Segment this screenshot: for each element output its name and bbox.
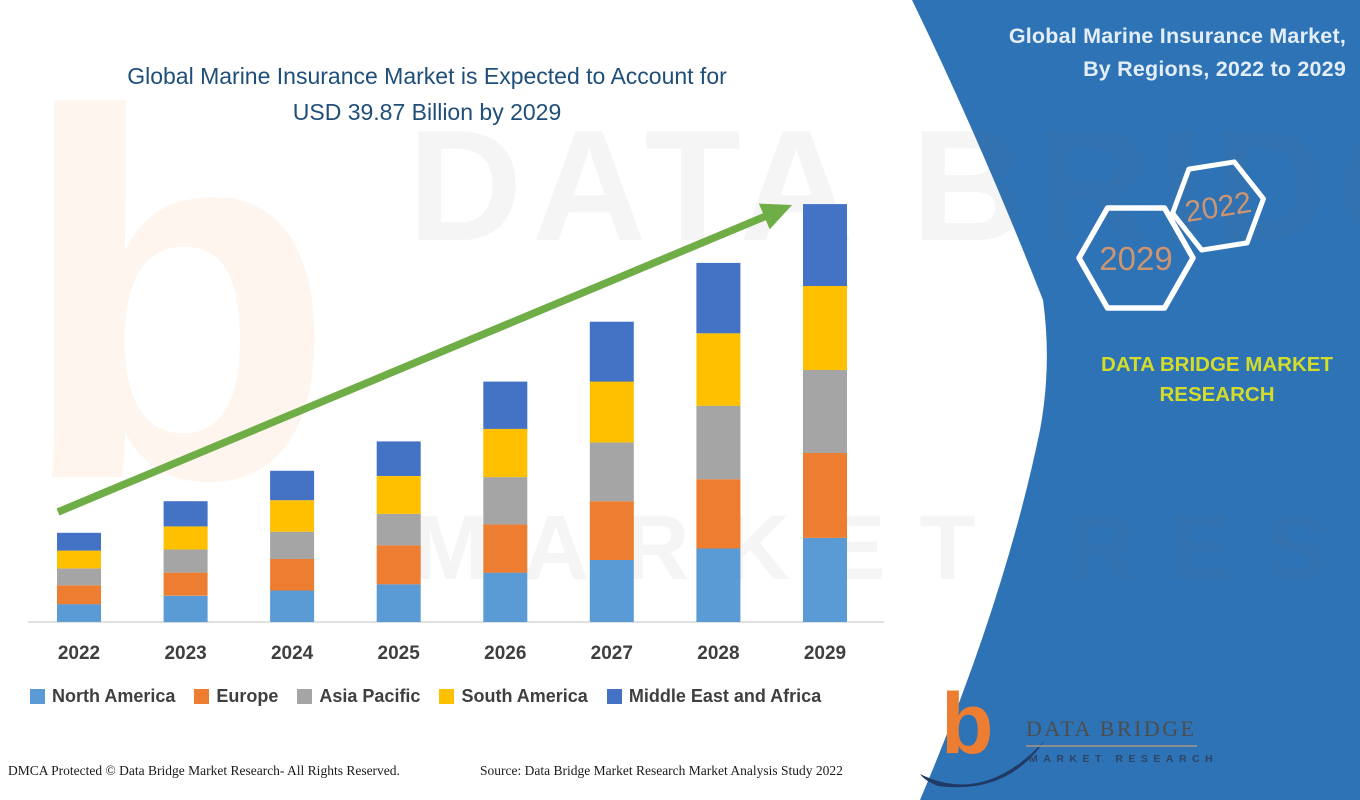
bar-segment-north-america-2023 xyxy=(163,595,208,623)
bar-segment-europe-2028 xyxy=(696,479,741,549)
bar-segment-asia-pacific-2028 xyxy=(696,405,741,480)
bar-segment-middle-east-and-africa-2025 xyxy=(376,441,421,476)
x-axis-label-2026: 2026 xyxy=(484,643,526,664)
bar-segment-europe-2023 xyxy=(163,572,208,596)
bar-segment-europe-2024 xyxy=(270,559,315,591)
legend-label-middle-east-and-africa: Middle East and Africa xyxy=(628,686,822,706)
panel-title-line1: Global Marine Insurance Market, xyxy=(1008,24,1346,48)
legend-swatch-asia-pacific xyxy=(297,689,313,704)
bar-segment-asia-pacific-2026 xyxy=(483,477,528,525)
bar-segment-north-america-2024 xyxy=(270,590,315,622)
legend-item-asia-pacific: Asia Pacific xyxy=(297,686,420,707)
panel-brand-text: DATA BRIDGE MARKET RESEARCH xyxy=(1085,350,1349,410)
legend-label-europe: Europe xyxy=(216,686,279,706)
logo-swoosh xyxy=(920,740,1045,788)
legend-label-south-america: South America xyxy=(461,686,588,706)
bar-segment-middle-east-and-africa-2028 xyxy=(696,262,741,334)
chart-title-line1: Global Marine Insurance Market is Expect… xyxy=(127,63,727,89)
bar-segment-south-america-2023 xyxy=(163,526,208,550)
bar-segment-europe-2026 xyxy=(483,524,528,573)
legend-label-asia-pacific: Asia Pacific xyxy=(319,686,421,706)
x-axis-label-2028: 2028 xyxy=(697,643,739,664)
logo-name: DATA BRIDGE xyxy=(1026,716,1197,747)
legend-item-north-america: North America xyxy=(30,686,175,707)
bar-segment-south-america-2028 xyxy=(696,333,741,406)
panel-brand-line1: DATA BRIDGE MARKET xyxy=(1101,353,1333,376)
hexagon-year-2022: 2022 xyxy=(1183,186,1254,229)
legend-swatch-south-america xyxy=(439,689,455,704)
legend-swatch-europe xyxy=(194,689,210,704)
trend-arrow xyxy=(56,203,792,516)
logo-letter-b: b xyxy=(941,676,994,772)
bar-segment-middle-east-and-africa-2022 xyxy=(57,532,101,551)
bar-segment-europe-2027 xyxy=(589,501,634,560)
x-axis-label-2024: 2024 xyxy=(271,643,314,664)
bar-segment-north-america-2027 xyxy=(589,560,634,622)
chart-legend: North America Europe Asia Pacific South Ame… xyxy=(30,686,890,707)
chart-title-line2: USD 39.87 Billion by 2029 xyxy=(292,99,562,125)
bar-segment-south-america-2025 xyxy=(376,476,421,514)
bar-segment-south-america-2024 xyxy=(270,500,315,532)
bar-segment-asia-pacific-2022 xyxy=(57,568,101,586)
bar-segment-europe-2029 xyxy=(803,452,847,538)
bar-segment-north-america-2022 xyxy=(57,604,101,622)
bar-segment-south-america-2029 xyxy=(803,286,847,370)
bar-segment-europe-2022 xyxy=(57,585,101,605)
bar-segment-europe-2025 xyxy=(376,545,421,585)
bar-segment-asia-pacific-2029 xyxy=(803,370,847,453)
bar-segment-middle-east-and-africa-2029 xyxy=(803,204,847,286)
legend-label-north-america: North America xyxy=(52,686,176,706)
legend-swatch-middle-east-and-africa xyxy=(606,689,622,704)
bars-group: 2022 2023 2024 2025 2026 2027 2028 2029 xyxy=(57,204,847,664)
hexagon-year-2029: 2029 xyxy=(1099,240,1172,277)
x-axis-label-2027: 2027 xyxy=(591,643,633,664)
bar-segment-asia-pacific-2027 xyxy=(589,442,634,502)
bar-segment-north-america-2026 xyxy=(483,572,528,622)
x-axis-label-2023: 2023 xyxy=(164,643,206,664)
side-panel-shape xyxy=(912,0,1360,800)
panel-title-line2: By Regions, 2022 to 2029 xyxy=(1083,57,1346,81)
bar-segment-asia-pacific-2025 xyxy=(376,513,421,546)
bar-segment-middle-east-and-africa-2024 xyxy=(270,470,315,501)
chart-title: Global Marine Insurance Market is Expect… xyxy=(42,58,812,130)
legend-item-middle-east-and-africa: Middle East and Africa xyxy=(606,686,822,707)
legend-swatch-north-america xyxy=(30,689,45,704)
legend-item-europe: Europe xyxy=(194,686,278,707)
bar-segment-north-america-2029 xyxy=(803,538,847,622)
x-axis-label-2029: 2029 xyxy=(804,643,846,664)
bar-segment-south-america-2026 xyxy=(483,428,528,478)
bar-segment-north-america-2025 xyxy=(376,584,421,622)
bar-segment-middle-east-and-africa-2023 xyxy=(163,501,208,527)
bar-segment-asia-pacific-2023 xyxy=(163,549,208,573)
hexagon-2029: 2029 xyxy=(1076,205,1196,311)
bar-segment-middle-east-and-africa-2026 xyxy=(483,381,528,429)
logo-subtitle: MARKET RESEARCH xyxy=(1029,753,1219,765)
x-axis-label-2025: 2025 xyxy=(378,643,421,664)
dmca-text: DMCA Protected © Data Bridge Market Rese… xyxy=(8,763,400,778)
bar-segment-south-america-2022 xyxy=(57,550,101,569)
bar-segment-north-america-2028 xyxy=(696,548,741,622)
bar-segment-middle-east-and-africa-2027 xyxy=(589,321,634,382)
bar-segment-south-america-2027 xyxy=(589,381,634,443)
x-axis-label-2022: 2022 xyxy=(58,643,100,664)
source-text: Source: Data Bridge Market Research Mark… xyxy=(480,763,843,778)
legend-item-south-america: South America xyxy=(439,686,588,707)
panel-title: Global Marine Insurance Market, By Regio… xyxy=(916,20,1346,86)
bar-segment-asia-pacific-2024 xyxy=(270,531,315,559)
panel-brand-line2: RESEARCH xyxy=(1159,383,1275,406)
